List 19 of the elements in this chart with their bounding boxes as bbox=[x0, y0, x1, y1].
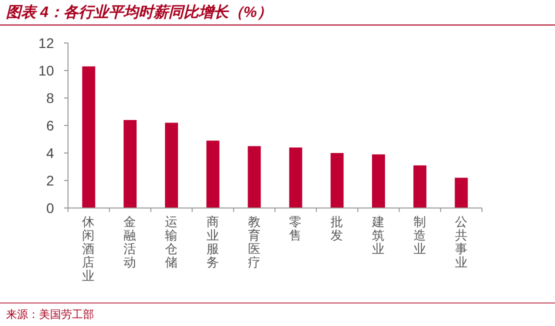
x-tick-label: 批发 bbox=[330, 215, 344, 242]
y-tick-label: 0 bbox=[46, 200, 54, 216]
y-tick-label: 4 bbox=[46, 145, 54, 161]
x-tick-label: 教育医疗 bbox=[248, 215, 261, 270]
x-tick-label: 零售 bbox=[289, 215, 302, 242]
y-tick-label: 12 bbox=[38, 35, 54, 51]
y-tick-label: 2 bbox=[46, 172, 54, 188]
x-tick-label: 运输仓储 bbox=[165, 215, 178, 270]
x-tick-label: 公共事业 bbox=[454, 215, 468, 270]
source-note: 来源：美国劳工部 bbox=[6, 308, 94, 321]
x-tick-label: 休闲酒店业 bbox=[82, 215, 96, 283]
x-tick-label: 建筑业 bbox=[371, 215, 385, 256]
x-tick-label: 商业服务 bbox=[206, 215, 220, 270]
x-tick-label: 制造业 bbox=[413, 215, 426, 256]
x-tick-label: 金融活动 bbox=[124, 215, 137, 270]
y-tick-label: 8 bbox=[46, 90, 54, 106]
y-tick-label: 6 bbox=[46, 118, 54, 134]
y-tick-label: 10 bbox=[38, 62, 54, 78]
chart-title: 图表 4：各行业平均时薪同比增长（%） bbox=[6, 4, 272, 21]
